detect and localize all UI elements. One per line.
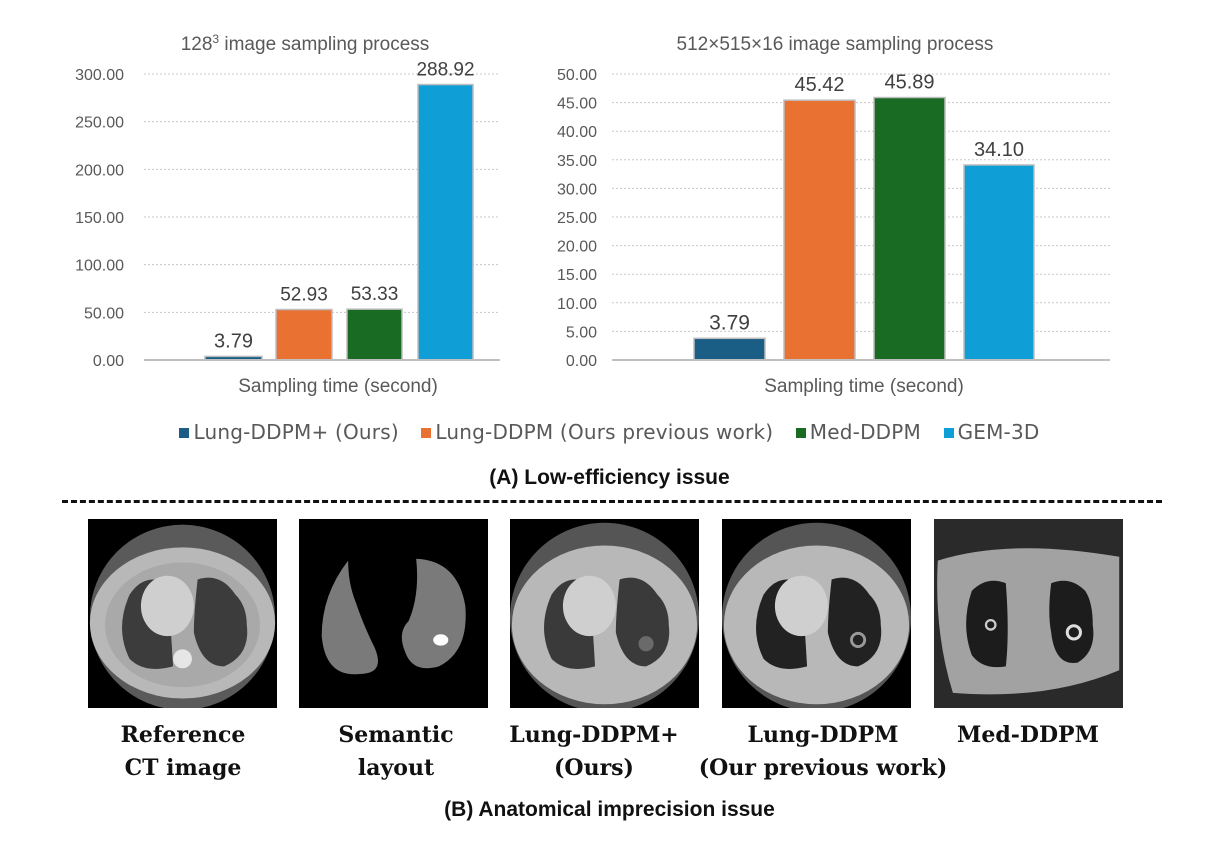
bar-lung-ddpm-ours-previous-work xyxy=(275,308,333,361)
data-label: 34.10 xyxy=(974,139,1024,161)
x-axis-label: Sampling time (second) xyxy=(238,376,438,397)
legend-item-med-ddpm: Med-DDPM xyxy=(795,420,921,444)
y-tick-label: 300.00 xyxy=(75,67,124,84)
y-tick-label: 20.00 xyxy=(557,239,597,256)
chart-512x515x16: 512×515×16 image sampling process 0.00 5.… xyxy=(557,34,1110,397)
chart-legend: Lung-DDPM+ (Ours) Lung-DDPM (Ours previo… xyxy=(0,420,1219,444)
y-tick-label: 150.00 xyxy=(75,210,124,227)
data-label: 52.93 xyxy=(280,285,328,306)
y-tick-label: 25.00 xyxy=(557,210,597,227)
bar-gem-3d xyxy=(963,164,1035,361)
y-tick-label: 0.00 xyxy=(566,353,597,370)
semantic-layout-image xyxy=(299,519,488,708)
section-a-title: (A) Low-efficiency issue xyxy=(489,466,730,489)
data-label: 45.42 xyxy=(794,74,844,96)
data-label: 3.79 xyxy=(709,311,750,334)
chart-title: 1283 image sampling process xyxy=(181,32,430,55)
reference-ct-image xyxy=(88,519,277,708)
y-tick-label: 15.00 xyxy=(557,267,597,284)
caption-semantic-layout: Semantic layout xyxy=(338,722,454,781)
dashed-divider xyxy=(62,500,1162,503)
legend-swatch xyxy=(179,428,190,438)
bar-lung-ddpm-ours xyxy=(693,337,766,361)
legend-swatch xyxy=(421,428,432,438)
legend-item-lung-ddpm: Lung-DDPM (Ours previous work) xyxy=(421,420,773,444)
data-label: 45.89 xyxy=(884,72,934,94)
legend-item-lung-ddpm-plus: Lung-DDPM+ (Ours) xyxy=(179,420,399,444)
y-tick-label: 0.00 xyxy=(93,353,124,370)
y-tick-label: 45.00 xyxy=(557,96,597,113)
section-b-title: (B) Anatomical imprecision issue xyxy=(444,798,775,821)
caption-reference-ct: Reference CT image xyxy=(120,722,246,781)
y-tick-label: 50.00 xyxy=(557,67,597,84)
bar-charts: 1283 image sampling process 0.00 50.00 100… xyxy=(75,32,1110,397)
bar-med-ddpm xyxy=(346,308,403,361)
y-tick-label: 50.00 xyxy=(84,305,124,322)
y-tick-label: 250.00 xyxy=(75,115,124,132)
chart-title: 512×515×16 image sampling process xyxy=(677,34,994,55)
bar-med-ddpm xyxy=(873,96,946,361)
y-tick-label: 100.00 xyxy=(75,258,124,275)
y-tick-label: 5.00 xyxy=(566,324,597,341)
y-tick-label: 30.00 xyxy=(557,181,597,198)
y-tick-label: 10.00 xyxy=(557,296,597,313)
caption-med-ddpm: Med-DDPM xyxy=(957,722,1099,748)
legend-item-gem-3d: GEM-3D xyxy=(943,420,1040,444)
bar-lung-ddpm-ours-previous-work xyxy=(783,99,856,361)
data-label: 3.79 xyxy=(214,330,253,352)
data-label: 288.92 xyxy=(416,60,474,81)
data-label: 53.33 xyxy=(351,284,399,305)
legend-swatch xyxy=(795,428,806,438)
y-tick-label: 35.00 xyxy=(557,153,597,170)
caption-lung-ddpm: Lung-DDPM (Our previous work) xyxy=(698,722,948,781)
y-tick-label: 40.00 xyxy=(557,124,597,141)
bar-gem-3d xyxy=(417,83,474,361)
y-tick-label: 200.00 xyxy=(75,162,124,179)
caption-lung-ddpm-plus: Lung-DDPM+ (Ours) xyxy=(509,722,679,781)
med-ddpm-image xyxy=(934,519,1123,708)
x-axis-label: Sampling time (second) xyxy=(764,376,964,397)
lung-ddpm-plus-image xyxy=(510,519,699,708)
chart-128-cubed: 1283 image sampling process 0.00 50.00 100… xyxy=(75,32,500,397)
lung-ddpm-image xyxy=(722,519,911,708)
legend-swatch xyxy=(943,428,954,438)
